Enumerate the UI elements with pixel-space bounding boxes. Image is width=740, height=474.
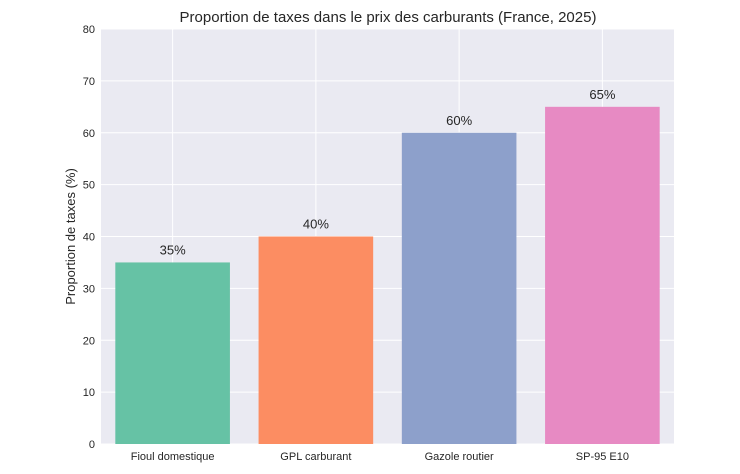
x-tick-labels: Fioul domestique GPL carburant Gazole rout… (131, 451, 629, 463)
bar (545, 106, 660, 444)
chart-title: Proportion de taxes dans le prix des car… (180, 9, 597, 26)
y-tick-label: 50 (83, 180, 95, 192)
bar (115, 262, 230, 444)
y-axis-label: Proportion de taxes (%) (63, 168, 78, 305)
y-tick-label: 0 (89, 439, 95, 451)
bar-value-label: 65% (589, 87, 615, 102)
y-tick-label: 10 (83, 387, 95, 399)
x-tick-label: SP-95 E10 (576, 451, 629, 463)
bars-group (115, 106, 660, 444)
y-tick-labels: 0 10 20 30 40 50 60 70 80 (83, 24, 95, 451)
x-tick-label: GPL carburant (280, 451, 351, 463)
y-tick-label: 80 (83, 24, 95, 36)
bar (401, 132, 517, 444)
bar-value-label: 35% (160, 242, 186, 257)
data-labels: 35% 40% 60% 65% (160, 87, 616, 258)
y-tick-label: 40 (83, 232, 95, 244)
y-tick-label: 20 (83, 335, 95, 347)
bar (258, 236, 374, 444)
y-tick-label: 70 (83, 76, 95, 88)
bar-value-label: 60% (446, 113, 472, 128)
x-tick-label: Gazole routier (425, 451, 494, 463)
y-tick-label: 60 (83, 128, 95, 140)
y-tick-label: 30 (83, 283, 95, 295)
x-tick-label: Fioul domestique (131, 451, 215, 463)
bar-value-label: 40% (303, 217, 329, 232)
